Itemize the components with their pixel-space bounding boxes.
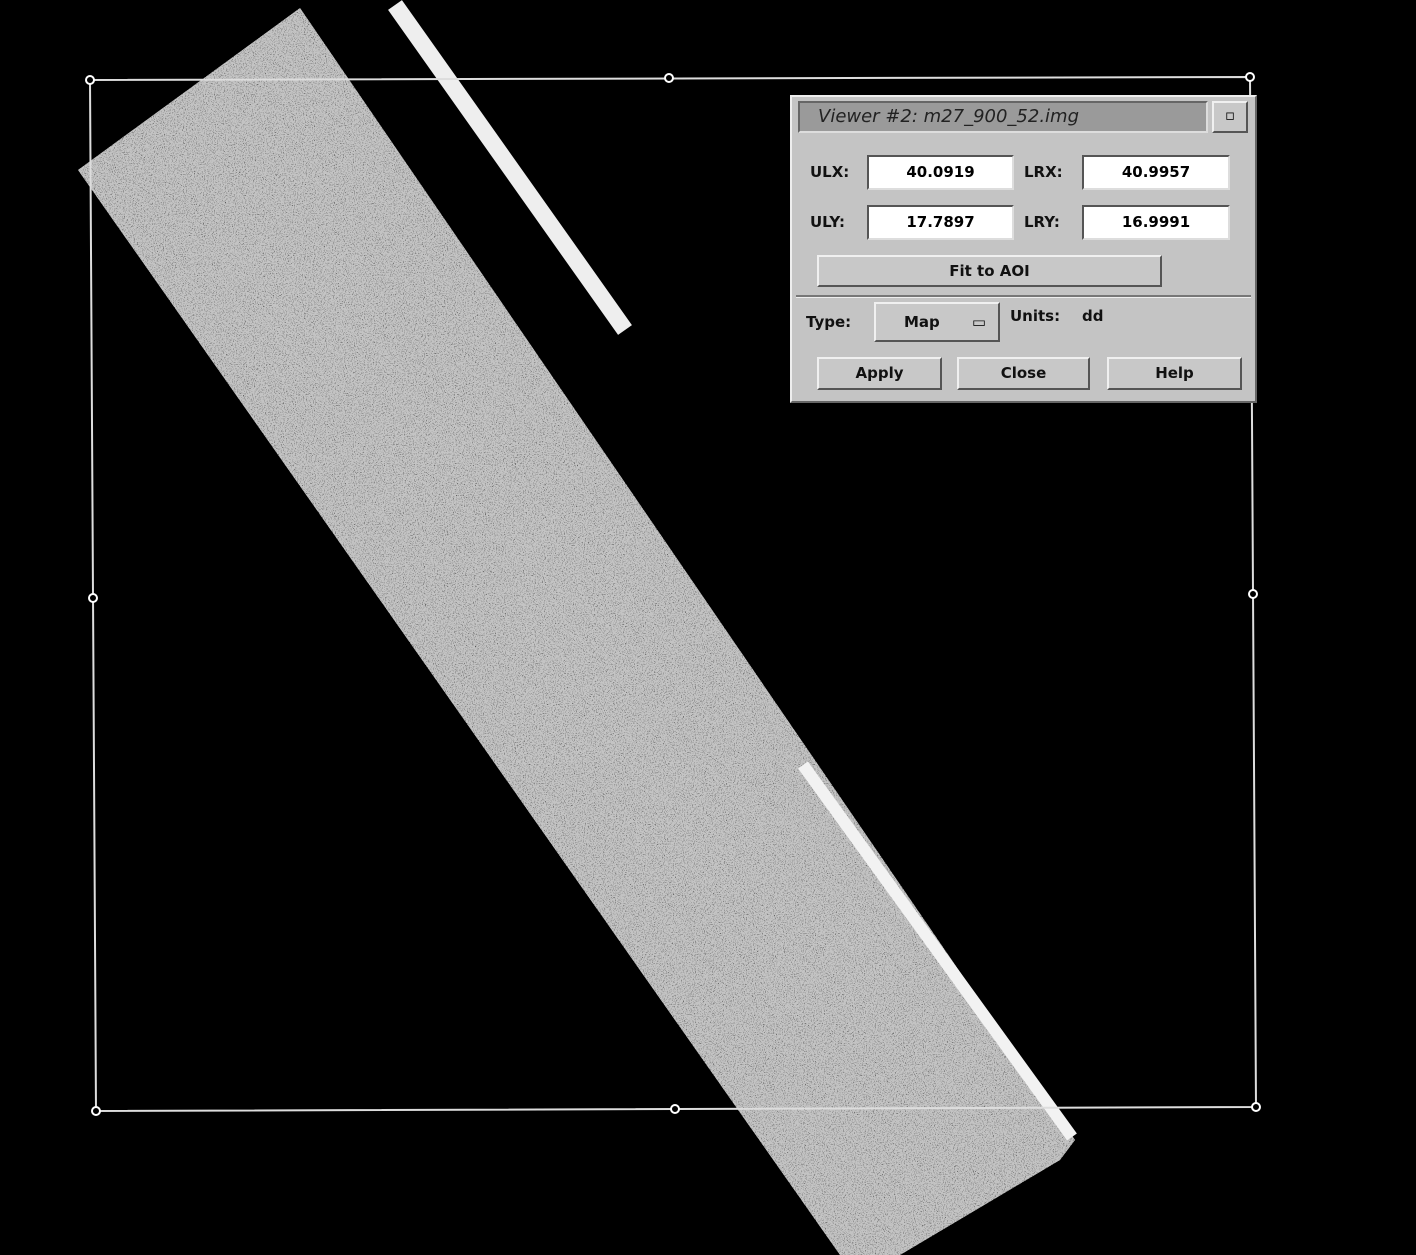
field-label: ULX: [810, 163, 849, 181]
field-input[interactable]: 17.7897 [867, 205, 1014, 240]
type-label: Type: [806, 313, 851, 331]
field-label: ULY: [810, 213, 845, 231]
separator [796, 295, 1251, 298]
help-button[interactable]: Help [1107, 357, 1242, 390]
window-menu[interactable]: ▫ [1212, 101, 1248, 133]
type-value: Map [904, 313, 940, 331]
field-label: LRY: [1024, 213, 1060, 231]
units-value: dd [1082, 307, 1103, 325]
screen: Viewer #2: m27_900_52.img ▫ ULX: 40.0919… [0, 0, 1416, 1255]
type-menu[interactable]: Map ▭ [874, 302, 1000, 342]
menu-indicator: ▭ [972, 304, 986, 340]
field-input[interactable]: 40.9957 [1082, 155, 1230, 190]
dialog: Viewer #2: m27_900_52.img ▫ ULX: 40.0919… [790, 95, 1257, 403]
field-input[interactable]: 16.9991 [1082, 205, 1230, 240]
fit-button[interactable]: Fit to AOI [817, 255, 1162, 287]
field-label: LRX: [1024, 163, 1063, 181]
apply-button[interactable]: Apply [817, 357, 942, 390]
field-input[interactable]: 40.0919 [867, 155, 1014, 190]
units-label: Units: [1010, 307, 1060, 325]
close-button[interactable]: Close [957, 357, 1090, 390]
window-title: Viewer #2: m27_900_52.img [798, 101, 1208, 133]
